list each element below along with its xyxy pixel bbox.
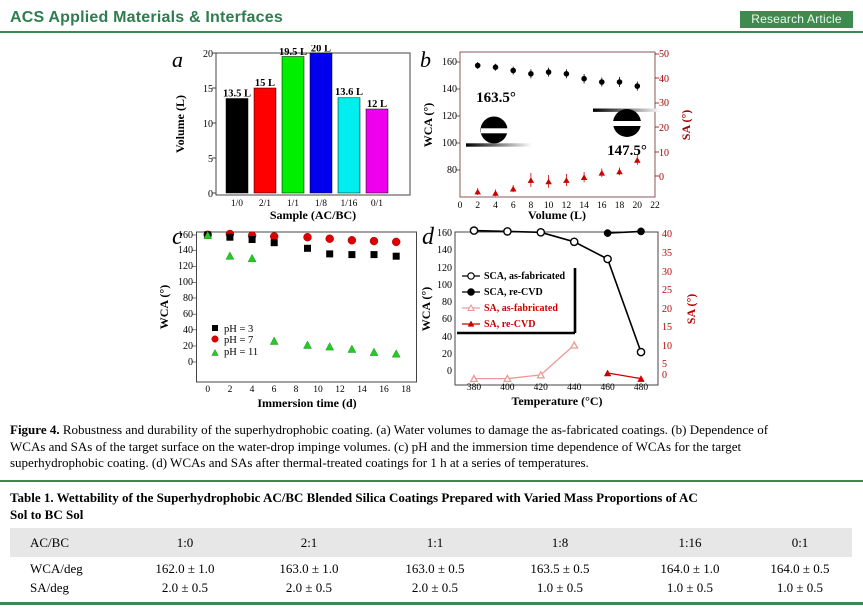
svg-text:20: 20 — [659, 123, 669, 134]
svg-text:20: 20 — [662, 304, 672, 315]
svg-text:100: 100 — [442, 138, 457, 149]
svg-text:8: 8 — [294, 385, 299, 395]
svg-text:440: 440 — [567, 383, 582, 393]
svg-text:12 L: 12 L — [367, 99, 387, 110]
svg-text:SA (°): SA (°) — [679, 110, 693, 140]
svg-text:80: 80 — [442, 297, 452, 308]
svg-text:a: a — [172, 47, 183, 72]
svg-text:5: 5 — [662, 359, 667, 370]
svg-text:50: 50 — [659, 49, 669, 60]
svg-text:40: 40 — [183, 325, 193, 336]
svg-text:0: 0 — [662, 370, 667, 381]
svg-text:pH = 11: pH = 11 — [224, 347, 258, 358]
svg-text:380: 380 — [467, 383, 482, 393]
svg-text:40: 40 — [659, 74, 669, 85]
svg-text:SCA, re-CVD: SCA, re-CVD — [484, 287, 543, 298]
svg-text:Volume (L): Volume (L) — [173, 95, 187, 153]
svg-text:25: 25 — [662, 285, 672, 296]
svg-text:14: 14 — [357, 385, 367, 395]
svg-text:6: 6 — [272, 385, 277, 395]
svg-text:12: 12 — [335, 385, 345, 395]
svg-text:pH = 3: pH = 3 — [224, 324, 253, 335]
svg-text:160: 160 — [437, 228, 452, 239]
svg-text:100: 100 — [437, 280, 452, 291]
svg-text:WCA (°): WCA (°) — [421, 103, 435, 147]
svg-text:60: 60 — [442, 314, 452, 325]
svg-text:400: 400 — [500, 383, 515, 393]
svg-text:SA, re-CVD: SA, re-CVD — [484, 319, 535, 330]
svg-text:0: 0 — [447, 366, 452, 377]
svg-text:4: 4 — [493, 201, 498, 211]
svg-text:10: 10 — [662, 341, 672, 352]
svg-text:13.6 L: 13.6 L — [335, 87, 363, 98]
svg-text:WCA (°): WCA (°) — [157, 285, 171, 329]
svg-text:10: 10 — [203, 119, 213, 130]
svg-text:480: 480 — [634, 383, 649, 393]
svg-text:6: 6 — [511, 201, 516, 211]
svg-text:35: 35 — [662, 248, 672, 259]
svg-text:0: 0 — [205, 385, 210, 395]
svg-text:16: 16 — [597, 201, 607, 211]
svg-text:420: 420 — [534, 383, 549, 393]
svg-text:40: 40 — [442, 332, 452, 343]
svg-text:140: 140 — [437, 245, 452, 256]
svg-text:WCA (°): WCA (°) — [420, 287, 433, 331]
svg-text:0: 0 — [659, 172, 664, 183]
svg-text:18: 18 — [615, 201, 625, 211]
svg-text:Volume (L): Volume (L) — [528, 208, 586, 222]
svg-text:2: 2 — [228, 385, 233, 395]
svg-text:15: 15 — [662, 322, 672, 333]
svg-text:1/0: 1/0 — [231, 199, 243, 209]
svg-text:0/1: 0/1 — [371, 199, 383, 209]
svg-text:10: 10 — [659, 148, 669, 159]
svg-text:140: 140 — [442, 84, 457, 95]
svg-text:Temperature (°C): Temperature (°C) — [511, 394, 602, 408]
svg-text:0: 0 — [188, 357, 193, 368]
svg-text:SCA, as-fabricated: SCA, as-fabricated — [484, 271, 566, 282]
svg-text:160: 160 — [178, 230, 193, 241]
svg-text:Immersion time (d): Immersion time (d) — [257, 396, 356, 410]
svg-text:Sample (AC/BC): Sample (AC/BC) — [270, 208, 356, 222]
svg-text:120: 120 — [178, 261, 193, 272]
svg-text:0: 0 — [458, 201, 463, 211]
svg-text:20: 20 — [442, 349, 452, 360]
svg-text:60: 60 — [183, 309, 193, 320]
svg-text:160: 160 — [442, 57, 457, 68]
svg-text:0: 0 — [208, 189, 213, 200]
svg-text:10: 10 — [313, 385, 323, 395]
svg-text:20 L: 20 L — [311, 45, 331, 55]
svg-text:20: 20 — [183, 341, 193, 352]
svg-text:SA (°): SA (°) — [684, 294, 698, 324]
svg-text:100: 100 — [178, 277, 193, 288]
svg-text:4: 4 — [250, 385, 255, 395]
svg-text:20: 20 — [633, 201, 643, 211]
svg-text:2: 2 — [475, 201, 480, 211]
svg-text:pH = 7: pH = 7 — [224, 335, 253, 346]
svg-text:16: 16 — [379, 385, 389, 395]
svg-text:5: 5 — [208, 154, 213, 165]
svg-text:30: 30 — [659, 98, 669, 109]
svg-text:120: 120 — [442, 111, 457, 122]
svg-text:15: 15 — [203, 84, 213, 95]
svg-text:15 L: 15 L — [255, 78, 275, 89]
svg-text:140: 140 — [178, 245, 193, 256]
svg-text:18: 18 — [401, 385, 411, 395]
svg-text:460: 460 — [600, 383, 615, 393]
svg-text:d: d — [422, 224, 435, 250]
svg-text:13.5 L: 13.5 L — [223, 89, 251, 100]
svg-text:SA, as-fabricated: SA, as-fabricated — [484, 303, 558, 314]
svg-text:b: b — [420, 47, 431, 72]
svg-text:163.5°: 163.5° — [476, 90, 516, 106]
svg-text:20: 20 — [203, 49, 213, 60]
svg-text:40: 40 — [662, 229, 672, 240]
svg-text:22: 22 — [650, 201, 660, 211]
svg-text:30: 30 — [662, 267, 672, 278]
svg-text:80: 80 — [447, 165, 457, 176]
svg-text:80: 80 — [183, 293, 193, 304]
svg-text:120: 120 — [437, 263, 452, 274]
svg-text:19.5 L: 19.5 L — [279, 47, 307, 58]
svg-text:147.5°: 147.5° — [607, 143, 647, 159]
